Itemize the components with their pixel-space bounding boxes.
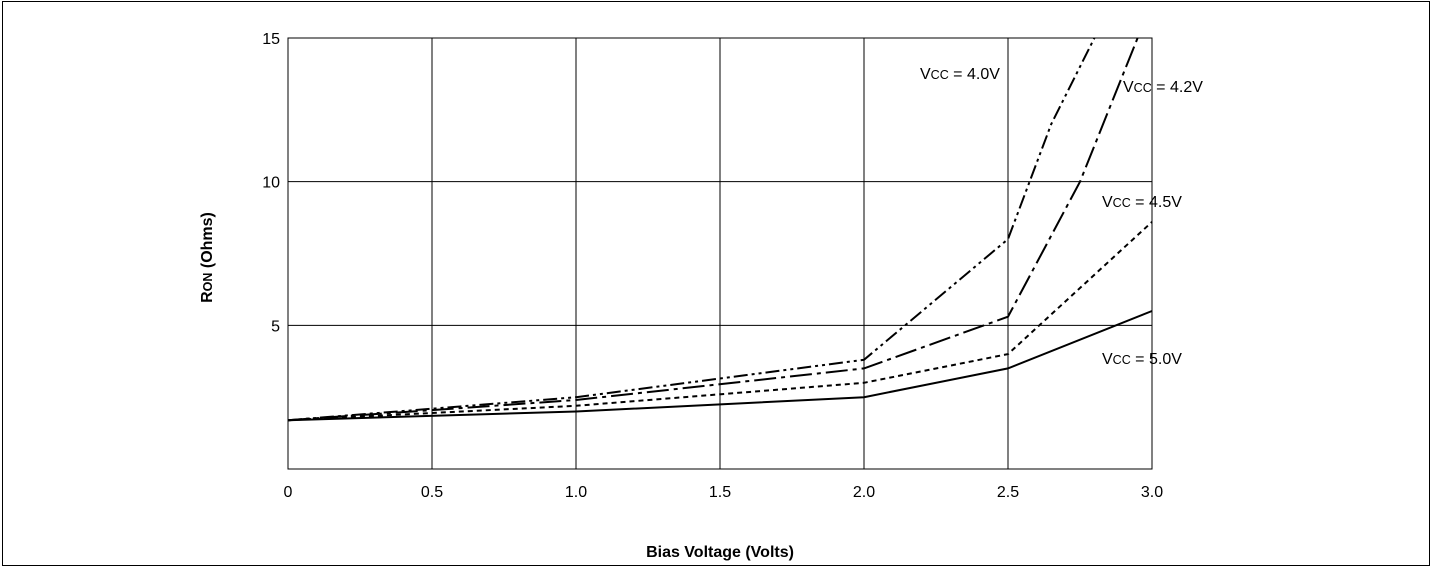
series-label-1: VCC = 4.2V xyxy=(1123,79,1203,96)
y-axis-title-main: R xyxy=(199,291,216,303)
x-axis-title: Bias Voltage (Volts) xyxy=(646,544,794,561)
y-tick-label: 10 xyxy=(262,175,280,192)
x-tick-label: 0.5 xyxy=(421,484,443,501)
x-tick-label: 1.5 xyxy=(709,484,731,501)
x-tick-labels: 0 0.5 1.0 1.5 2.0 2.5 3.0 xyxy=(284,484,1164,501)
series-line-2 xyxy=(287,221,1153,422)
x-tick-label: 1.0 xyxy=(565,484,587,501)
series-line-1 xyxy=(287,37,1139,422)
plot-area-border xyxy=(287,37,1153,470)
series-label-0: VCC = 4.0V xyxy=(920,66,1000,83)
y-axis-title-rest: (Ohms) xyxy=(199,212,216,272)
y-tick-label: 15 xyxy=(262,31,280,48)
y-axis-title-sub: ON xyxy=(201,273,215,292)
y-axis-title: RON (Ohms) xyxy=(199,212,216,303)
series-label-2: VCC = 4.5V xyxy=(1102,194,1182,211)
x-tick-label: 2.0 xyxy=(853,484,875,501)
y-tick-label: 5 xyxy=(271,318,280,335)
series-label-3: VCC = 5.0V xyxy=(1102,351,1182,368)
series-lines xyxy=(287,37,1153,422)
y-tick-labels: 5 10 15 xyxy=(262,31,280,335)
x-tick-label: 0 xyxy=(284,484,293,501)
x-tick-label: 3.0 xyxy=(1141,484,1163,501)
series-line-3 xyxy=(287,310,1153,422)
series-line-0 xyxy=(287,37,1096,422)
x-tick-label: 2.5 xyxy=(997,484,1019,501)
series-labels: VCC = 4.0V VCC = 4.2V VCC = 4.5V VCC = 5.0V xyxy=(920,66,1203,368)
